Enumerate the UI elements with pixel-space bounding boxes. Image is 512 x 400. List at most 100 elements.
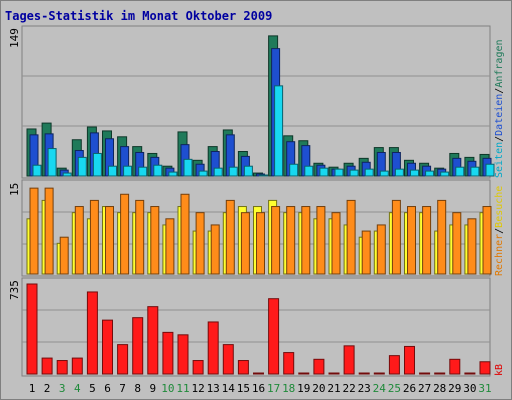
bar-kb-day-13 <box>207 321 219 375</box>
bar-kb-day-21 <box>328 372 340 375</box>
bar-kb-day-25 <box>388 355 400 375</box>
bar-kb-day-3 <box>56 360 68 375</box>
bar-rechner-day-28 <box>437 199 447 275</box>
legend-rechner: Rechner <box>494 234 505 276</box>
bar-seiten-day-8 <box>138 166 148 177</box>
top-legend: Seiten/Dateien/Anfragen <box>494 39 505 178</box>
bar-seiten-day-14 <box>228 166 238 177</box>
bar-seiten-day-15 <box>243 165 253 177</box>
bar-rechner-day-11 <box>180 193 190 275</box>
bar-kb-day-12 <box>192 360 204 375</box>
bar-seiten-day-29 <box>455 166 465 177</box>
bar-seiten-day-10 <box>168 171 178 177</box>
bar-kb-day-1 <box>26 283 38 375</box>
bar-rechner-day-22 <box>346 199 356 275</box>
day-label-28: 28 <box>433 382 446 395</box>
bottom-panel-bars <box>26 283 491 375</box>
bar-seiten-day-13 <box>213 167 223 177</box>
day-label-31: 31 <box>478 382 491 395</box>
legend-sep-2: / <box>494 88 505 94</box>
legend-besuche: Besuche <box>494 186 505 228</box>
legend-seiten: Seiten <box>494 142 505 178</box>
day-label-23: 23 <box>358 382 371 395</box>
legend-kb: kB <box>494 364 505 376</box>
day-label-6: 6 <box>104 382 111 395</box>
day-labels: 1 2 3 4 5 6 7 8 9 10 11 12 13 14 15 16 17 18 19 20 21 22 23 24 2… <box>29 382 492 395</box>
day-label-16: 16 <box>252 382 265 395</box>
bar-rechner-day-19 <box>301 206 311 275</box>
bar-kb-day-7 <box>117 344 129 375</box>
day-label-8: 8 <box>134 382 141 395</box>
day-label-19: 19 <box>297 382 310 395</box>
bar-seiten-day-17 <box>274 85 284 177</box>
day-label-4: 4 <box>74 382 81 395</box>
legend-dateien: Dateien <box>494 94 505 136</box>
bar-rechner-day-6 <box>105 206 114 275</box>
bar-rechner-day-20 <box>316 206 326 275</box>
day-label-2: 2 <box>44 382 51 395</box>
bar-seiten-day-22 <box>349 169 359 177</box>
bar-seiten-day-19 <box>304 165 314 177</box>
bottom-ymax-label: 735 <box>8 280 21 300</box>
bar-seiten-day-9 <box>153 164 163 177</box>
day-label-21: 21 <box>327 382 340 395</box>
bar-kb-day-22 <box>343 345 355 375</box>
chart-title: Tages-Statistik im Monat Oktober 2009 <box>5 9 272 23</box>
bar-kb-day-29 <box>449 358 461 375</box>
bar-rechner-day-21 <box>331 212 341 275</box>
bar-seiten-day-3 <box>62 172 72 177</box>
bar-seiten-day-12 <box>198 170 208 177</box>
bar-seiten-day-28 <box>440 171 450 177</box>
bar-kb-day-15 <box>237 360 249 375</box>
bar-seiten-day-24 <box>379 170 389 177</box>
bar-kb-day-28 <box>434 372 446 375</box>
bar-kb-day-6 <box>102 319 113 375</box>
bar-rechner-day-1 <box>29 187 39 275</box>
bar-rechner-day-27 <box>422 206 432 275</box>
legend-sep-3: / <box>494 228 505 234</box>
day-label-29: 29 <box>448 382 461 395</box>
bar-seiten-day-4 <box>77 156 87 177</box>
bar-kb-day-20 <box>313 358 325 375</box>
bar-kb-day-19 <box>298 372 310 375</box>
bar-kb-day-10 <box>162 331 174 375</box>
bottom-gridlines <box>22 309 490 343</box>
bar-seiten-day-2 <box>47 148 57 177</box>
bar-kb-day-31 <box>479 361 491 375</box>
bar-seiten-day-30 <box>470 166 480 177</box>
bar-kb-day-26 <box>404 345 415 375</box>
bar-seiten-day-18 <box>289 163 299 177</box>
day-label-26: 26 <box>403 382 416 395</box>
top-ymax-label: 149 <box>8 28 21 48</box>
bar-seiten-day-1 <box>32 164 42 177</box>
bar-rechner-day-9 <box>150 206 160 275</box>
bar-seiten-day-20 <box>319 167 329 177</box>
day-label-10: 10 <box>161 382 174 395</box>
bar-kb-day-2 <box>41 357 53 375</box>
day-label-5: 5 <box>89 382 96 395</box>
bar-kb-day-14 <box>222 344 234 375</box>
day-label-9: 9 <box>149 382 156 395</box>
day-label-11: 11 <box>176 382 189 395</box>
bar-rechner-day-25 <box>391 199 401 275</box>
bar-kb-day-24 <box>373 372 385 375</box>
bar-rechner-day-14 <box>225 199 235 275</box>
bar-rechner-day-10 <box>165 218 175 275</box>
bar-seiten-day-27 <box>425 170 435 177</box>
top-panel-frame <box>21 25 491 179</box>
bar-kb-day-30 <box>464 372 476 375</box>
bar-rechner-day-7 <box>120 193 130 275</box>
bar-kb-day-9 <box>147 306 159 375</box>
day-label-1: 1 <box>29 382 36 395</box>
bar-rechner-day-31 <box>482 206 492 275</box>
bar-rechner-day-30 <box>467 218 477 275</box>
bar-kb-day-18 <box>283 352 295 375</box>
bar-rechner-day-29 <box>452 212 462 275</box>
mid-panel-bars <box>26 187 492 275</box>
bar-kb-day-4 <box>71 357 83 375</box>
bar-rechner-day-13 <box>210 224 220 275</box>
bar-kb-day-16 <box>253 372 264 375</box>
day-label-7: 7 <box>119 382 126 395</box>
bar-seiten-day-16 <box>259 174 268 177</box>
day-label-24: 24 <box>373 382 387 395</box>
